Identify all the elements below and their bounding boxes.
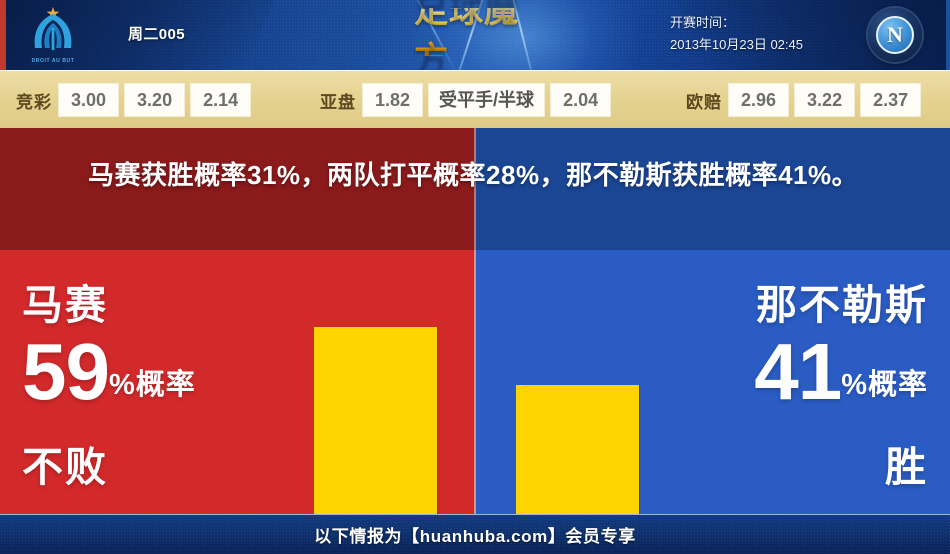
odds-value[interactable]: 3.00 — [59, 84, 119, 116]
odds-group-label: 竞彩 — [16, 92, 52, 112]
odds-value[interactable]: 1.82 — [363, 84, 423, 116]
odds-bar: 竞彩 3.00 3.20 2.14 亚盘 1.82 受平手/半球 2.04 欧赔… — [0, 70, 950, 129]
footer-bar: 以下情报为【huanhuba.com】会员专享 — [0, 514, 950, 554]
odds-group-label: 亚盘 — [320, 92, 356, 112]
right-percent-unit: %概率 — [841, 369, 928, 401]
odds-value[interactable]: 2.04 — [551, 84, 611, 116]
napoli-crest-letter: N — [876, 16, 914, 54]
kickoff-info: 开赛时间： 2013年10月23日 02:45 — [670, 12, 803, 56]
header-edge-red — [0, 0, 6, 70]
odds-group-yapan: 亚盘 1.82 受平手/半球 2.04 — [320, 71, 617, 129]
header-bar: DROIT AU BUT 周二005 足球魔方 开赛时间： 2013年10月23… — [0, 0, 950, 70]
odds-value[interactable]: 2.96 — [729, 84, 789, 116]
marseille-crest-motto: DROIT AU BUT — [31, 58, 75, 64]
headline-right-bg — [475, 128, 950, 250]
marseille-crest-icon: DROIT AU BUT — [22, 4, 84, 66]
odds-group-oupei: 欧赔 2.96 3.22 2.37 — [686, 71, 927, 129]
odds-group-label: 欧赔 — [686, 92, 722, 112]
probability-chart: 马赛 59 %概率 不败 那不勒斯 41 %概率 胜 — [0, 250, 950, 514]
right-percent-row: 41 %概率 — [638, 332, 928, 412]
header-glow — [410, 0, 640, 70]
header-edge-blue — [946, 0, 950, 70]
odds-value[interactable]: 3.20 — [125, 84, 185, 116]
kickoff-value: 2013年10月23日 02:45 — [670, 37, 803, 52]
odds-value[interactable]: 3.22 — [795, 84, 855, 116]
headline-banner: 马赛获胜概率31%，两队打平概率28%，那不勒斯获胜概率41%。 — [0, 128, 950, 250]
left-team-block: 马赛 59 %概率 不败 — [22, 250, 312, 514]
headline-divider — [474, 128, 476, 250]
footer-texture — [0, 515, 950, 554]
headline-left-bg — [0, 128, 475, 250]
left-percent-row: 59 %概率 — [22, 332, 312, 412]
brand-logo[interactable]: 足球魔方 — [414, 0, 546, 70]
odds-value[interactable]: 2.14 — [191, 84, 251, 116]
left-percent-unit: %概率 — [108, 369, 196, 401]
kickoff-label: 开赛时间： — [670, 15, 736, 30]
footer-text: 以下情报为【huanhuba.com】会员专享 — [314, 527, 636, 546]
odds-value[interactable]: 2.37 — [861, 84, 921, 116]
chart-divider — [474, 250, 476, 514]
right-team-name: 那不勒斯 — [756, 282, 928, 328]
napoli-crest-icon: N — [868, 8, 922, 62]
chart-bar-right — [516, 385, 639, 514]
match-number: 周二005 — [128, 26, 186, 43]
right-team-block: 那不勒斯 41 %概率 胜 — [638, 250, 928, 514]
left-percent-number: 59 — [22, 327, 110, 416]
headline-text: 马赛获胜概率31%，两队打平概率28%，那不勒斯获胜概率41%。 — [88, 160, 859, 190]
odds-group-jingcai: 竞彩 3.00 3.20 2.14 — [16, 71, 257, 129]
odds-handicap[interactable]: 受平手/半球 — [429, 84, 545, 116]
left-team-name: 马赛 — [22, 282, 108, 328]
right-verdict: 胜 — [885, 444, 928, 490]
chart-bar-left — [314, 327, 437, 514]
right-percent-number: 41 — [754, 327, 842, 416]
left-verdict: 不败 — [22, 444, 108, 490]
